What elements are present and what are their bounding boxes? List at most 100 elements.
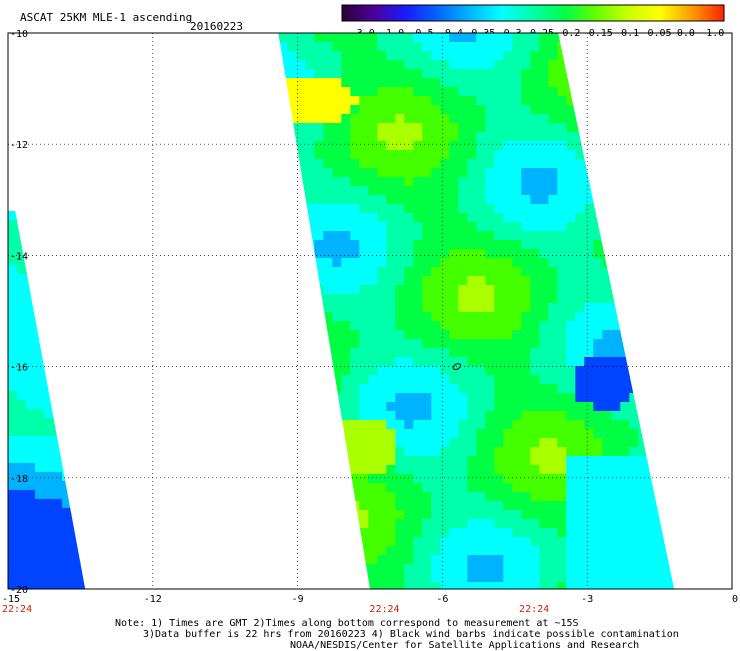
swath-cell: [314, 240, 324, 250]
swath-cell: [71, 525, 81, 536]
swath-cell: [413, 303, 423, 313]
swath-cell: [341, 465, 351, 475]
swath-cell: [413, 87, 423, 97]
swath-cell: [512, 546, 522, 556]
swath-cell: [359, 528, 369, 538]
swath-cell: [584, 438, 594, 448]
swath-cell: [449, 285, 459, 295]
swath-cell: [35, 552, 45, 563]
swath-cell: [602, 330, 612, 340]
swath-cell: [350, 177, 360, 187]
swath-cell: [467, 474, 477, 484]
swath-cell: [494, 195, 504, 205]
swath-cell: [35, 255, 45, 266]
swath-cell: [611, 276, 621, 286]
swath-cell: [8, 462, 18, 473]
swath-cell: [35, 435, 45, 446]
swath-cell: [341, 429, 351, 439]
swath-cell: [512, 303, 522, 313]
swath-cell: [620, 87, 630, 97]
swath-cell: [503, 438, 513, 448]
swath-cell: [26, 444, 36, 455]
swath-cell: [620, 267, 630, 277]
swath-cell: [386, 231, 396, 241]
swath-cell: [494, 501, 504, 511]
swath-cell: [467, 537, 477, 547]
swath-cell: [548, 384, 558, 394]
swath-cell: [413, 438, 423, 448]
swath-cell: [404, 474, 414, 484]
swath-cell: [575, 438, 585, 448]
swath-cell: [332, 528, 342, 538]
swath-cell: [278, 429, 288, 439]
swath-cell: [35, 345, 45, 356]
swath-cell: [332, 510, 342, 520]
swath-cell: [611, 555, 621, 565]
swath-cell: [530, 60, 540, 70]
swath-cell: [17, 561, 27, 572]
swath-cell: [278, 393, 288, 403]
swath-cell: [422, 384, 432, 394]
swath-cell: [413, 294, 423, 304]
swath-cell: [395, 456, 405, 466]
swath-cell: [314, 114, 324, 124]
swath-cell: [665, 249, 675, 259]
swath-cell: [665, 132, 675, 142]
swath-cell: [350, 510, 360, 520]
swath-cell: [17, 210, 27, 221]
swath-cell: [530, 375, 540, 385]
swath-cell: [575, 186, 585, 196]
swath-cell: [8, 327, 18, 338]
swath-cell: [422, 537, 432, 547]
swath-cell: [305, 78, 315, 88]
swath-cell: [602, 537, 612, 547]
swath-cell: [593, 141, 603, 151]
swath-cell: [629, 303, 639, 313]
swath-cell: [557, 348, 567, 358]
swath-cell: [575, 177, 585, 187]
swath-cell: [350, 60, 360, 70]
swath-cell: [431, 150, 441, 160]
swath-cell: [566, 429, 576, 439]
swath-cell: [431, 366, 441, 376]
swath-cell: [476, 519, 486, 529]
swath-cell: [530, 537, 540, 547]
swath-cell: [359, 204, 369, 214]
swath-cell: [413, 168, 423, 178]
swath-cell: [386, 69, 396, 79]
swath-cell: [422, 249, 432, 259]
swath-cell: [548, 96, 558, 106]
swath-cell: [44, 372, 54, 383]
swath-cell: [305, 33, 315, 43]
swath-cell: [35, 327, 45, 338]
swath-cell: [575, 564, 585, 574]
swath-cell: [665, 447, 675, 457]
swath-cell: [440, 60, 450, 70]
swath-cell: [62, 417, 72, 428]
swath-cell: [512, 492, 522, 502]
swath-cell: [476, 501, 486, 511]
swath-cell: [656, 447, 666, 457]
swath-cell: [278, 186, 288, 196]
swath-cell: [341, 330, 351, 340]
swath-cell: [8, 309, 18, 320]
swath-cell: [593, 501, 603, 511]
swath-cell: [314, 384, 324, 394]
swath-cell: [449, 492, 459, 502]
swath-cell: [8, 210, 18, 221]
swath-cell: [386, 420, 396, 430]
swath-cell: [287, 213, 297, 223]
swath-cell: [494, 294, 504, 304]
swath-cell: [440, 411, 450, 421]
swath-cell: [332, 150, 342, 160]
swath-cell: [296, 510, 306, 520]
swath-cell: [350, 78, 360, 88]
swath-cell: [638, 537, 648, 547]
swath-cell: [341, 105, 351, 115]
swath-cell: [332, 348, 342, 358]
swath-cell: [575, 132, 585, 142]
swath-cell: [332, 357, 342, 367]
swath-cell: [341, 204, 351, 214]
swath-cell: [512, 573, 522, 583]
swath-cell: [287, 393, 297, 403]
